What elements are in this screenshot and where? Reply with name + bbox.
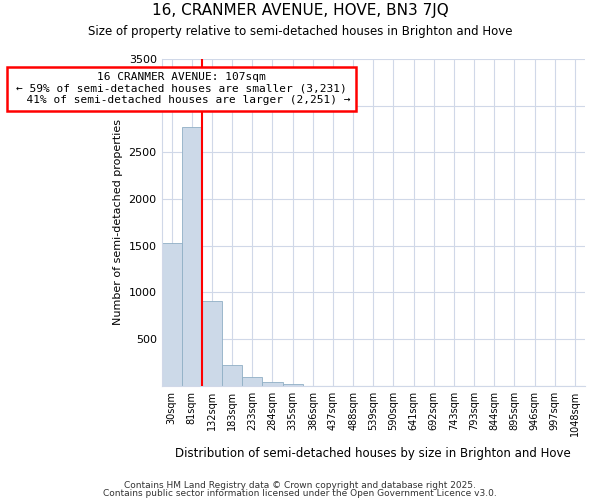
Text: 16, CRANMER AVENUE, HOVE, BN3 7JQ: 16, CRANMER AVENUE, HOVE, BN3 7JQ (152, 3, 448, 18)
Text: Contains HM Land Registry data © Crown copyright and database right 2025.: Contains HM Land Registry data © Crown c… (124, 480, 476, 490)
Text: 16 CRANMER AVENUE: 107sqm
← 59% of semi-detached houses are smaller (3,231)
  41: 16 CRANMER AVENUE: 107sqm ← 59% of semi-… (13, 72, 350, 106)
Bar (202, 302, 222, 386)
Bar (182, 127, 202, 386)
Text: Contains public sector information licensed under the Open Government Licence v3: Contains public sector information licen… (103, 489, 497, 498)
Bar (242, 376, 262, 386)
Bar (161, 243, 182, 386)
Bar (283, 384, 303, 386)
Y-axis label: Number of semi-detached properties: Number of semi-detached properties (113, 120, 123, 326)
Text: Size of property relative to semi-detached houses in Brighton and Hove: Size of property relative to semi-detach… (88, 25, 512, 38)
Bar (222, 365, 242, 386)
X-axis label: Distribution of semi-detached houses by size in Brighton and Hove: Distribution of semi-detached houses by … (175, 447, 571, 460)
Bar (262, 382, 283, 386)
